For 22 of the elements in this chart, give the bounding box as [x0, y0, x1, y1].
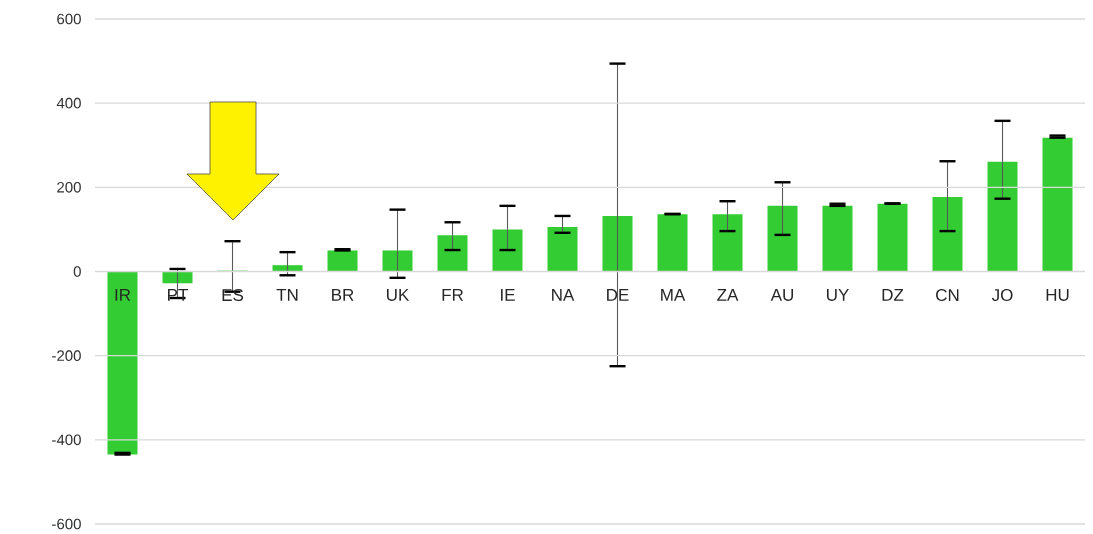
- x-tick-label: MA: [661, 289, 686, 301]
- y-tick-label: 400: [56, 97, 81, 109]
- x-tick-label: JO: [991, 289, 1013, 302]
- y-tick-label: -400: [52, 434, 81, 446]
- y-tick-label: -600: [52, 518, 81, 530]
- x-tick-label: CN: [936, 289, 959, 302]
- x-tick-label: FR: [442, 289, 464, 301]
- x-tick-label: HU: [1046, 289, 1069, 301]
- x-tick-label: ZA: [717, 289, 739, 301]
- x-tick-label: UK: [387, 289, 410, 301]
- x-tick-label: IR: [115, 289, 131, 301]
- y-tick-label: 600: [57, 13, 81, 25]
- x-tick-label: AU: [770, 289, 794, 301]
- y-tick-label: -200: [52, 350, 81, 361]
- x-tick-label: UY: [827, 289, 849, 301]
- x-tick-label: TN: [276, 289, 298, 301]
- y-tick-label: 200: [57, 182, 81, 193]
- y-tick-label: 0: [73, 266, 81, 277]
- x-tick-label: BR: [332, 289, 354, 301]
- x-tick-label: NA: [552, 289, 575, 301]
- x-tick-label: DZ: [882, 289, 904, 301]
- x-tick-label: IE: [501, 289, 515, 301]
